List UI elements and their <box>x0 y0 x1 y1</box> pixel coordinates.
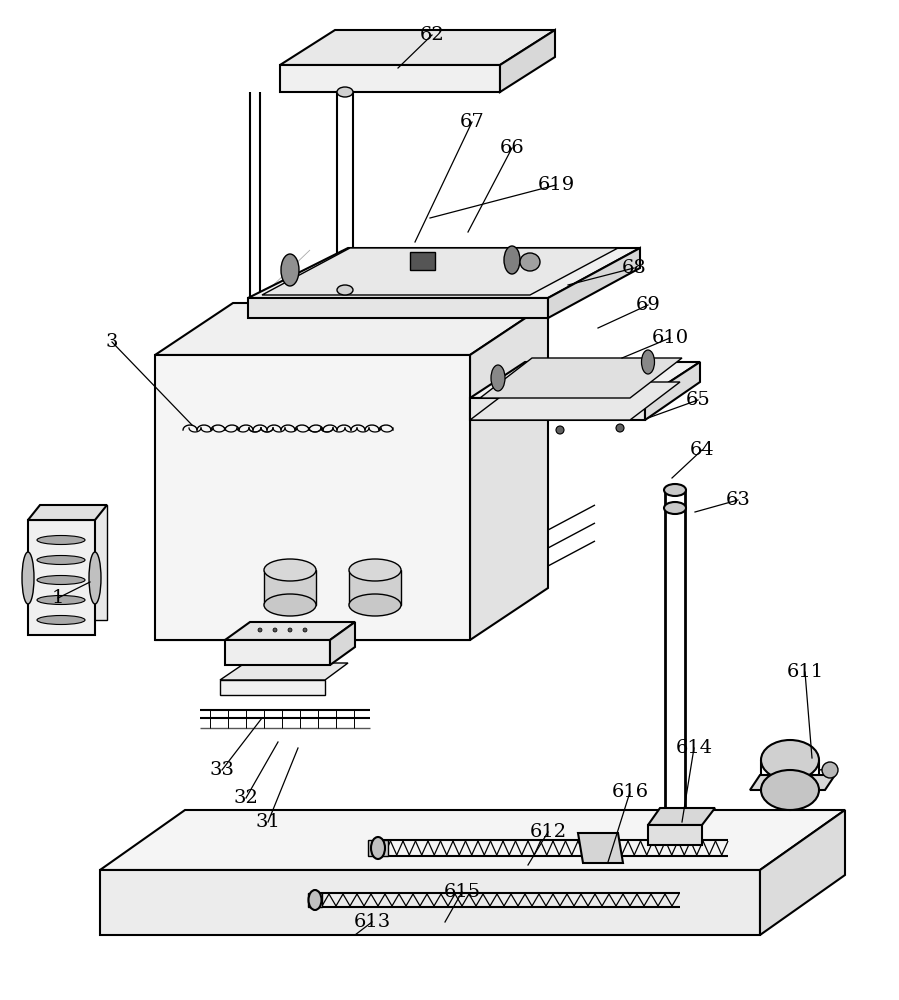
Polygon shape <box>155 303 548 355</box>
Polygon shape <box>248 298 548 318</box>
Ellipse shape <box>642 350 654 374</box>
Text: 67: 67 <box>459 113 485 131</box>
Text: 65: 65 <box>686 391 710 409</box>
Ellipse shape <box>37 536 85 544</box>
Ellipse shape <box>349 559 401 581</box>
Polygon shape <box>470 362 700 398</box>
Polygon shape <box>155 355 470 640</box>
Polygon shape <box>470 303 548 640</box>
Text: 62: 62 <box>420 26 444 44</box>
Polygon shape <box>28 505 107 520</box>
Polygon shape <box>262 248 618 295</box>
Ellipse shape <box>337 87 353 97</box>
Ellipse shape <box>761 740 819 780</box>
Ellipse shape <box>22 552 34 604</box>
Polygon shape <box>470 382 680 420</box>
Polygon shape <box>248 248 640 298</box>
Text: 31: 31 <box>255 813 280 831</box>
Ellipse shape <box>491 365 505 391</box>
Polygon shape <box>578 833 623 863</box>
Polygon shape <box>480 358 682 398</box>
Polygon shape <box>220 663 348 680</box>
Ellipse shape <box>281 254 299 286</box>
Ellipse shape <box>89 552 101 604</box>
Polygon shape <box>645 362 700 420</box>
Ellipse shape <box>258 628 262 632</box>
Ellipse shape <box>288 628 292 632</box>
Text: 3: 3 <box>106 333 119 351</box>
Text: 619: 619 <box>538 176 574 194</box>
Polygon shape <box>280 65 500 92</box>
Polygon shape <box>330 622 355 665</box>
Ellipse shape <box>664 484 686 496</box>
Ellipse shape <box>303 628 307 632</box>
Ellipse shape <box>308 890 322 910</box>
Ellipse shape <box>349 594 401 616</box>
Polygon shape <box>750 775 835 790</box>
Ellipse shape <box>761 770 819 810</box>
Polygon shape <box>225 640 330 665</box>
Ellipse shape <box>520 253 540 271</box>
Ellipse shape <box>822 762 838 778</box>
Text: 616: 616 <box>611 783 648 801</box>
Polygon shape <box>500 30 555 92</box>
Ellipse shape <box>37 576 85 584</box>
Polygon shape <box>100 870 760 935</box>
Text: 611: 611 <box>787 663 823 681</box>
Ellipse shape <box>556 426 564 434</box>
Ellipse shape <box>273 628 277 632</box>
Polygon shape <box>368 840 388 856</box>
Ellipse shape <box>37 595 85 604</box>
Ellipse shape <box>664 502 686 514</box>
Ellipse shape <box>616 424 624 432</box>
Text: 612: 612 <box>530 823 566 841</box>
Text: 610: 610 <box>652 329 689 347</box>
Text: 69: 69 <box>636 296 661 314</box>
Polygon shape <box>470 398 645 420</box>
Polygon shape <box>410 252 435 270</box>
Text: 1: 1 <box>52 589 64 607</box>
Text: 66: 66 <box>500 139 524 157</box>
Ellipse shape <box>504 246 520 274</box>
Polygon shape <box>349 570 401 605</box>
Text: 614: 614 <box>675 739 713 757</box>
Text: 33: 33 <box>209 761 235 779</box>
Polygon shape <box>648 808 715 825</box>
Ellipse shape <box>264 594 316 616</box>
Polygon shape <box>648 825 702 845</box>
Text: 64: 64 <box>690 441 715 459</box>
Ellipse shape <box>37 556 85 564</box>
Ellipse shape <box>264 559 316 581</box>
Polygon shape <box>760 810 845 935</box>
Text: 63: 63 <box>725 491 751 509</box>
Polygon shape <box>40 505 107 620</box>
Polygon shape <box>264 570 316 605</box>
Text: 613: 613 <box>353 913 391 931</box>
Polygon shape <box>225 622 355 640</box>
Polygon shape <box>280 30 555 65</box>
Polygon shape <box>308 893 322 907</box>
Text: 615: 615 <box>443 883 481 901</box>
Ellipse shape <box>371 837 385 859</box>
Ellipse shape <box>37 615 85 624</box>
Polygon shape <box>28 520 95 635</box>
Polygon shape <box>220 680 325 695</box>
Polygon shape <box>548 248 640 318</box>
Polygon shape <box>100 810 845 870</box>
Ellipse shape <box>337 285 353 295</box>
Text: 68: 68 <box>621 259 646 277</box>
Text: 32: 32 <box>234 789 258 807</box>
